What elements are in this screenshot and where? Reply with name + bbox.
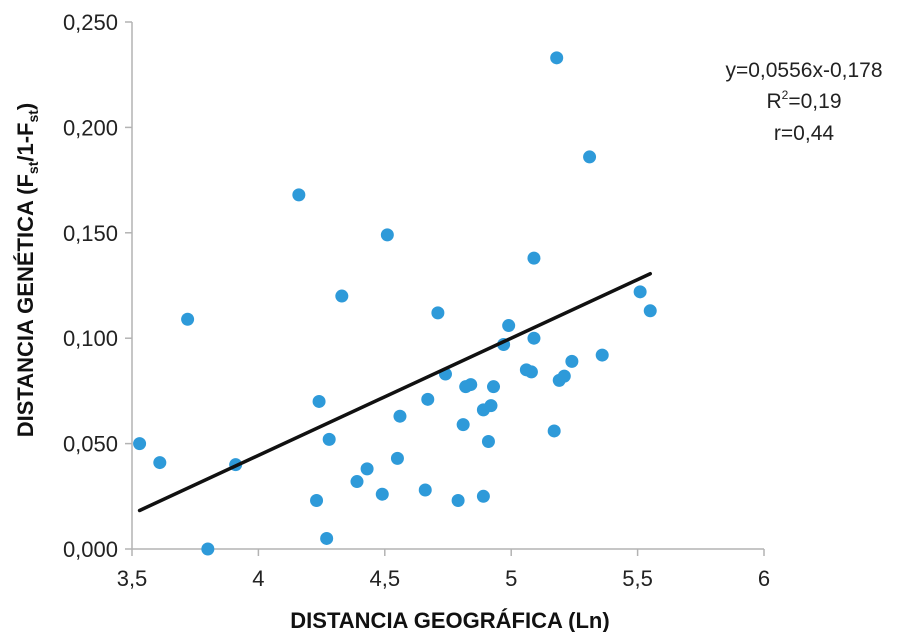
r-label: r=0,44 bbox=[774, 122, 834, 145]
data-point bbox=[481, 434, 495, 448]
y-tick-label: 0,150 bbox=[63, 221, 118, 246]
r-squared-exponent: 2 bbox=[782, 88, 789, 102]
data-point bbox=[153, 456, 167, 470]
data-point bbox=[393, 409, 407, 423]
data-point bbox=[484, 399, 498, 413]
data-point bbox=[476, 489, 490, 503]
data-point bbox=[527, 251, 541, 265]
y-axis-title-sub1: st bbox=[25, 161, 41, 174]
data-point bbox=[643, 304, 657, 318]
y-tick-label: 0,050 bbox=[63, 432, 118, 457]
data-point bbox=[320, 531, 334, 545]
axes bbox=[125, 21, 765, 556]
data-point bbox=[502, 319, 516, 333]
data-points bbox=[133, 51, 657, 556]
data-point bbox=[451, 494, 465, 508]
r-squared-prefix: R bbox=[767, 90, 782, 113]
data-point bbox=[310, 494, 324, 508]
x-tick-label: 4,5 bbox=[370, 566, 401, 591]
data-point bbox=[456, 418, 470, 432]
y-tick-label: 0,200 bbox=[63, 115, 118, 140]
x-tick-label: 6 bbox=[758, 566, 770, 591]
x-axis-title: DISTANCIA GEOGRÁFICA (Ln) bbox=[290, 608, 609, 632]
data-point bbox=[375, 487, 389, 501]
data-point bbox=[201, 542, 215, 556]
x-tick-label: 3,5 bbox=[117, 566, 148, 591]
data-point bbox=[464, 378, 478, 392]
regression-line-group bbox=[137, 271, 652, 513]
data-point bbox=[565, 354, 579, 368]
data-point bbox=[431, 306, 445, 320]
x-tick-label: 5 bbox=[505, 566, 517, 591]
data-point bbox=[550, 51, 564, 65]
data-point bbox=[547, 424, 561, 438]
data-point bbox=[350, 475, 364, 489]
data-point bbox=[487, 380, 501, 394]
data-point bbox=[181, 312, 195, 326]
y-axis-title-prefix: DISTANCIA GENÉTICA (F bbox=[13, 174, 38, 437]
data-point bbox=[421, 392, 435, 406]
data-point bbox=[418, 483, 432, 497]
regression-line bbox=[137, 271, 652, 513]
data-point bbox=[524, 365, 538, 379]
x-tick-label: 4 bbox=[252, 566, 264, 591]
y-tick-label: 0,100 bbox=[63, 326, 118, 351]
data-point bbox=[595, 348, 609, 362]
data-point bbox=[322, 432, 336, 446]
data-point bbox=[335, 289, 349, 303]
data-point bbox=[557, 369, 571, 383]
y-axis-title: DISTANCIA GENÉTICA (Fst/1-Fst) bbox=[13, 103, 41, 438]
tick-labels: 0,000 0,050 0,100 0,150 0,200 0,250 3,5 4 4,5 5 5,… bbox=[63, 10, 770, 591]
y-tick-label: 0,000 bbox=[63, 537, 118, 562]
data-point bbox=[133, 437, 147, 451]
y-tick-label: 0,250 bbox=[63, 10, 118, 35]
data-point bbox=[292, 188, 306, 202]
y-axis-title-sub2: st bbox=[25, 110, 41, 123]
x-tick-label: 5,5 bbox=[622, 566, 653, 591]
equation-label: y=0,0556x-0,178 bbox=[725, 59, 882, 82]
r-squared-label: R2=0,19 bbox=[767, 88, 842, 113]
r-squared-value: =0,19 bbox=[788, 90, 841, 113]
data-point bbox=[633, 285, 647, 299]
data-point bbox=[390, 451, 404, 465]
data-point bbox=[583, 150, 597, 164]
data-point bbox=[360, 462, 374, 476]
data-point bbox=[380, 228, 394, 242]
data-point bbox=[527, 331, 541, 345]
y-axis-title-suffix: ) bbox=[13, 103, 38, 110]
y-axis-title-mid: /1-F bbox=[13, 123, 38, 162]
data-point bbox=[312, 394, 326, 408]
